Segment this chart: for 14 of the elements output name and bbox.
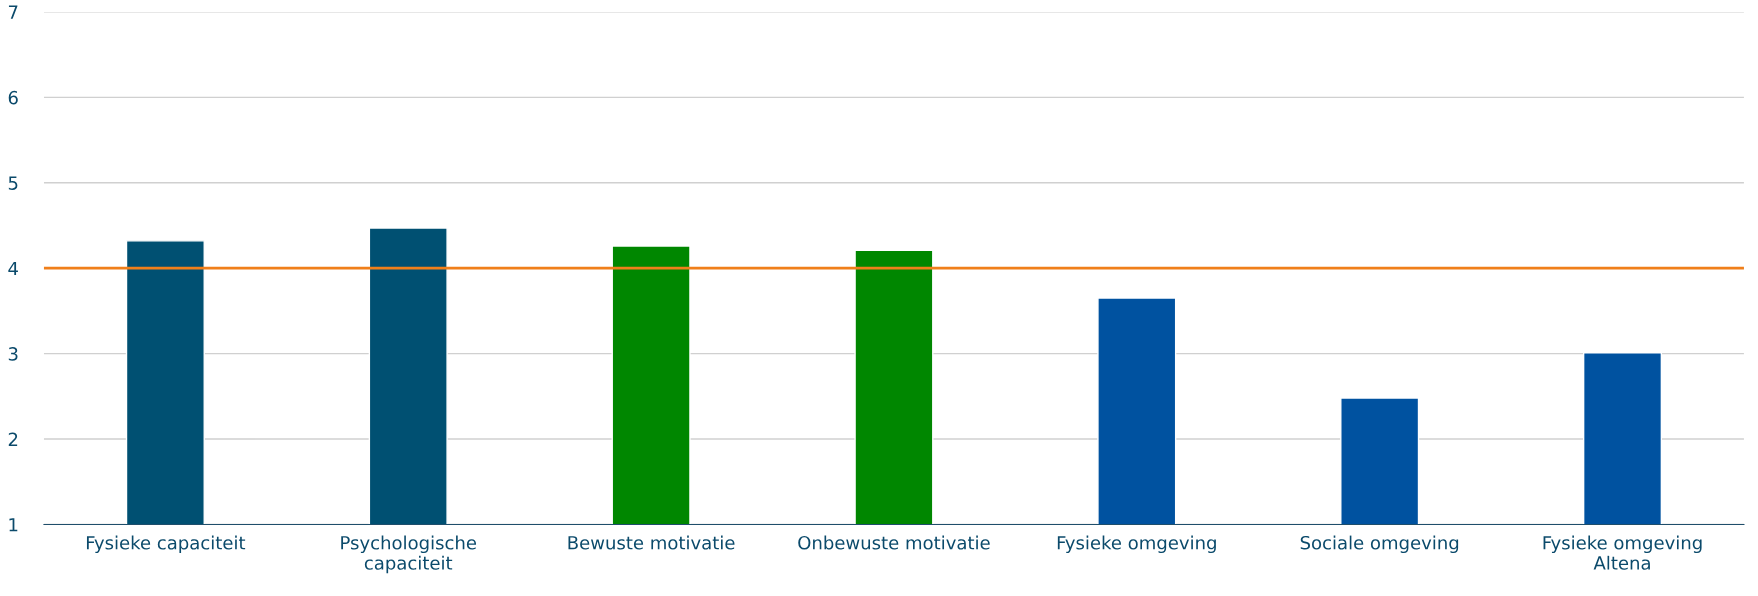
x-tick-label: Bewuste motivatie	[568, 535, 735, 550]
x-tick-label: Fysieke omgeving	[1057, 535, 1216, 554]
y-tick-label: 5	[8, 176, 18, 190]
x-tick-label: Sociale omgeving	[1300, 535, 1459, 554]
x-tick-label: Onbewuste motivatie	[798, 535, 990, 550]
y-tick-label: 1	[9, 518, 18, 532]
x-tick-label: Fysieke capaciteit	[86, 535, 246, 554]
y-tick-label: 4	[8, 261, 18, 276]
x-tick-label: Psychologische capaciteit	[341, 535, 477, 574]
y-tick-label: 2	[8, 432, 18, 446]
x-tick-label: Fysieke omgeving Altena	[1543, 535, 1702, 570]
y-tick-label: 3	[8, 347, 18, 361]
y-tick-label: 6	[8, 90, 18, 105]
y-tick-label: 7	[8, 5, 18, 19]
